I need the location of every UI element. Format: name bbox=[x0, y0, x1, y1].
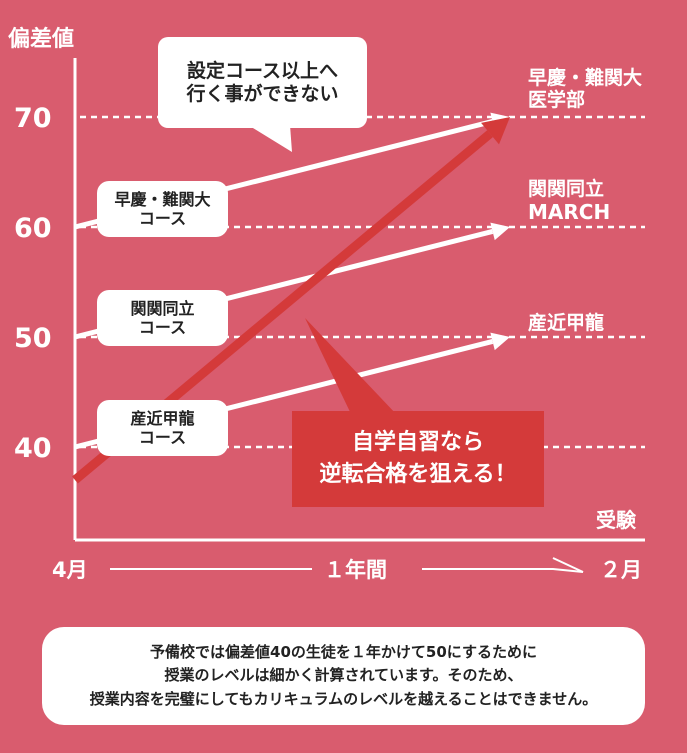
x-start-label: 4月 bbox=[52, 558, 88, 582]
course-bubble-2: 産近甲龍 コース bbox=[97, 400, 228, 456]
course-bubble-1-line1: 関関同立 bbox=[130, 298, 195, 318]
target-label-0-line2: 医学部 bbox=[528, 88, 585, 111]
x-end-label: ２月 bbox=[600, 558, 642, 582]
course-bubble-0-line1: 早慶・難関大 bbox=[114, 189, 211, 209]
self-study-arrowhead bbox=[481, 117, 510, 145]
y-tick-70: 70 bbox=[14, 103, 52, 134]
x-middle-label: １年間 bbox=[324, 558, 387, 582]
explanation-note: 予備校では偏差値40の生徒を１年かけて50にするために 授業のレベルは細かく計算… bbox=[42, 627, 645, 725]
note-line2: 授業のレベルは細かく計算されています。そのため、 bbox=[164, 666, 523, 685]
target-label-1-line2: MARCH bbox=[528, 200, 610, 224]
self-study-box: 自学自習なら 逆転合格を狙える！ bbox=[292, 411, 544, 507]
course-arrowhead-2 bbox=[490, 332, 510, 351]
course-bubble-2-line1: 産近甲龍 bbox=[130, 408, 195, 428]
target-label-1-line1: 関関同立 bbox=[528, 177, 604, 200]
note-line1: 予備校では偏差値40の生徒を１年かけて50にするために bbox=[150, 643, 537, 662]
note-line3: 授業内容を完璧にしてもカリキュラムのレベルを越えることはできません。 bbox=[89, 689, 598, 708]
self-study-line2: 逆転合格を狙える！ bbox=[319, 462, 517, 487]
self-study-line1: 自学自習なら bbox=[351, 430, 484, 456]
y-axis-title: 偏差値 bbox=[8, 26, 74, 52]
callout-bubble: 設定コース以上へ 行く事ができない bbox=[158, 37, 367, 128]
course-bubble-1-line2: コース bbox=[138, 318, 187, 337]
target-label-0-line1: 早慶・難関大 bbox=[528, 66, 642, 89]
course-bubble-0: 早慶・難関大 コース bbox=[97, 181, 228, 237]
course-bubble-0-line2: コース bbox=[138, 209, 187, 228]
y-tick-60: 60 bbox=[14, 213, 52, 244]
course-arrowhead-1 bbox=[490, 222, 510, 241]
callout-line2: 行く事ができない bbox=[186, 82, 339, 105]
redbox-tail bbox=[305, 318, 398, 416]
exam-label: 受験 bbox=[596, 508, 637, 532]
target-label-2-line1: 産近甲龍 bbox=[528, 311, 604, 334]
y-tick-40: 40 bbox=[14, 433, 52, 464]
course-bubble-2-line2: コース bbox=[138, 428, 187, 447]
x-period-arrow-tip bbox=[552, 557, 584, 573]
course-lines bbox=[74, 112, 510, 450]
course-bubble-1: 関関同立 コース bbox=[97, 290, 228, 346]
callout-tail bbox=[248, 125, 292, 152]
callout-line1: 設定コース以上へ bbox=[186, 59, 339, 82]
y-ticks: 70 60 50 40 bbox=[14, 103, 52, 464]
y-tick-50: 50 bbox=[14, 323, 52, 354]
x-period-arrow bbox=[422, 568, 584, 573]
